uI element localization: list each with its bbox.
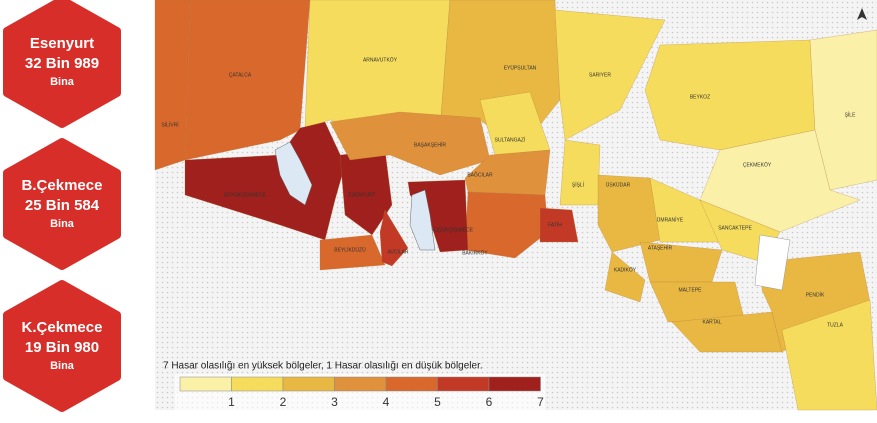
- stat-count: 32 Bin 989: [25, 55, 99, 72]
- legend-label: 5: [434, 395, 441, 409]
- district-label: KÜÇÜKÇEKMECE: [431, 226, 474, 233]
- legend-caption: 7 Hasar olasılığı en yüksek bölgeler, 1 …: [163, 361, 483, 372]
- district-label: SİLİVRİ: [161, 121, 178, 128]
- legend-label: 2: [280, 395, 287, 409]
- district-label: TUZLA: [827, 322, 844, 328]
- district-label: ARNAVUTKÖY: [363, 56, 398, 63]
- stat-count: 19 Bin 980: [25, 339, 99, 356]
- district: [809, 29, 877, 191]
- district: [597, 174, 661, 253]
- district-label: ESENYURT: [348, 192, 375, 198]
- legend-label: 6: [486, 395, 493, 409]
- district-label: SANCAKTEPE: [718, 225, 752, 231]
- stat-name: B.Çekmece: [22, 177, 103, 194]
- district-label: SULTANGAZİ: [495, 136, 526, 143]
- district-label: ÇATALCA: [229, 72, 252, 78]
- stats: Esenyurt 32 Bin 989 Bina B.Çekmece 25 Bin 58…: [3, 0, 121, 412]
- district-label: PENDİK: [806, 291, 825, 298]
- district-label: BAKIRKÖY: [462, 249, 488, 256]
- district-label: ÜMRANİYE: [657, 216, 684, 223]
- legend-label: 7: [537, 395, 544, 409]
- district-label: BEYKOZ: [690, 94, 710, 100]
- district-label: KADIKÖY: [614, 266, 637, 273]
- legend-label: 1: [228, 395, 235, 409]
- stat-badge: [3, 0, 121, 128]
- legend-swatch: [488, 376, 541, 392]
- district-label: BEYLİKDÜZÜ: [334, 246, 366, 253]
- legend-label: 4: [383, 395, 390, 409]
- district: [539, 207, 579, 243]
- district-label: ÜSKÜDAR: [606, 181, 631, 188]
- district-label: AVCILAR: [387, 249, 408, 255]
- stat-unit: Bina: [50, 218, 75, 230]
- district: [379, 209, 409, 267]
- district: [761, 251, 871, 353]
- stat-unit: Bina: [50, 76, 75, 88]
- legend-label: 3: [331, 395, 338, 409]
- legend-swatch: [334, 376, 387, 392]
- stat-badge: [3, 138, 121, 270]
- district: [604, 251, 646, 303]
- district: [781, 299, 877, 411]
- stat-unit: Bina: [50, 360, 75, 372]
- stat-badge: [3, 280, 121, 412]
- district-label: EYÜPSULTAN: [504, 64, 537, 71]
- legend-swatch: [179, 376, 232, 392]
- district: [554, 9, 666, 141]
- district: [184, 0, 311, 161]
- legend-swatch: [231, 376, 284, 392]
- district-label: ATAŞEHİR: [648, 244, 673, 251]
- legend: 7 Hasar olasılığı en yüksek bölgeler, 1 …: [163, 361, 545, 414]
- district-label: BÜYÜKÇEKMECE: [224, 191, 267, 198]
- districts: SİLİVRİ ÇATALCA ARNAVUTKÖY EYÜPSULTAN SARIYE…: [154, 0, 877, 411]
- district: [559, 139, 601, 206]
- district-label: ÇEKMEKÖY: [743, 161, 772, 168]
- district: [154, 0, 191, 171]
- district-label: SARIYER: [589, 72, 611, 78]
- district: [329, 111, 491, 176]
- district-label: KARTAL: [703, 319, 722, 325]
- district-label: ŞİLE: [845, 111, 857, 118]
- legend-swatch: [385, 376, 438, 392]
- district-label: BAĞCILAR: [467, 171, 493, 178]
- district: [319, 234, 386, 271]
- stat-name: K.Çekmece: [22, 319, 103, 336]
- stat-count: 25 Bin 584: [25, 197, 100, 214]
- empty-area: [754, 234, 791, 291]
- legend-swatch: [282, 376, 335, 392]
- district-label: BAŞAKŞEHİR: [414, 141, 446, 148]
- district-label: MALTEPE: [679, 287, 703, 293]
- district: [644, 39, 816, 151]
- north-arrow: [857, 8, 867, 20]
- district-label: FATİH: [548, 221, 562, 228]
- lake: [274, 141, 313, 206]
- legend-swatch: [437, 376, 490, 392]
- lake: [409, 189, 436, 251]
- stat-name: Esenyurt: [30, 35, 94, 52]
- district-label: ŞİŞLİ: [572, 181, 584, 188]
- district: [184, 121, 346, 241]
